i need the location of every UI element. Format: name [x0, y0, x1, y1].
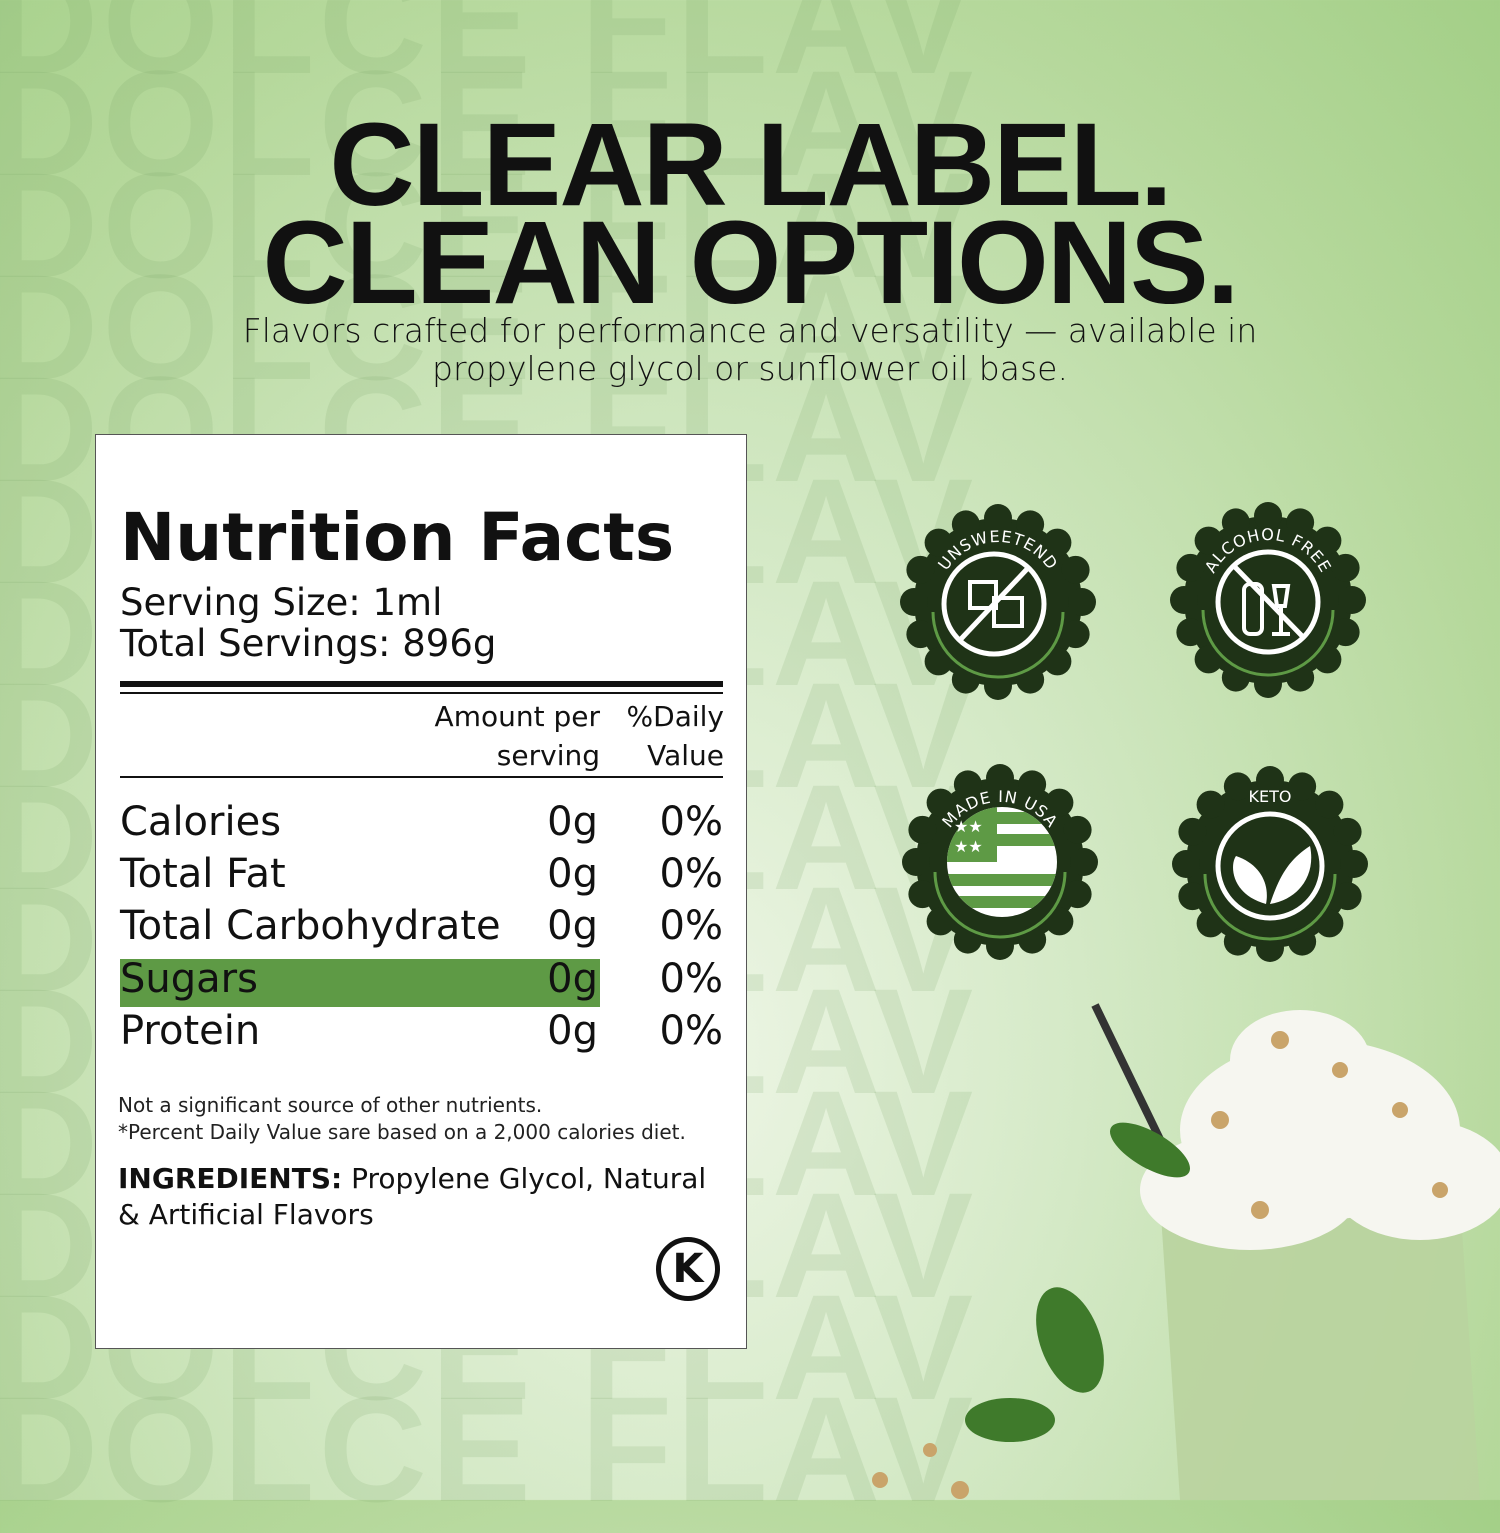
daily-value-header: %Daily Value: [626, 700, 724, 772]
kosher-icon: K: [656, 1237, 720, 1301]
subtitle-line-1: Flavors crafted for performance and vers…: [242, 311, 1258, 350]
nutrient-row: Protein 0g 0%: [120, 1008, 723, 1054]
scalloped-badge-shape: [1172, 766, 1368, 962]
amount-header: Amount per serving: [434, 700, 600, 772]
whipped-cream: [1140, 1010, 1500, 1250]
headline-line-1: CLEAR LABEL.: [329, 99, 1172, 231]
nutrition-facts-label: Nutrition Facts Serving Size: 1ml Total …: [95, 434, 747, 1349]
usa-flag-icon: ★★★★: [947, 807, 1057, 917]
divider: [120, 692, 723, 694]
badge-keto: KETO: [1172, 766, 1368, 962]
subtitle-line-2: propylene glycol or sunflower oil base.: [432, 349, 1068, 388]
nutrient-row: Total Fat 0g 0%: [120, 851, 723, 897]
no-alcohol-icon: [1215, 549, 1321, 655]
badge-alcohol-free: ALCOHOL FREE: [1170, 502, 1366, 698]
serving-size: Serving Size: 1ml: [120, 581, 443, 624]
nutrition-title: Nutrition Facts: [120, 499, 675, 576]
subtitle: Flavors crafted for performance and vers…: [0, 312, 1500, 388]
nutrient-row: Calories 0g 0%: [120, 799, 723, 845]
nut-topping: [872, 1031, 1448, 1499]
milkshake-photo: [872, 1003, 1500, 1500]
leaves-icon: [1215, 811, 1325, 921]
total-servings: Total Servings: 896g: [120, 622, 497, 665]
nutrient-row: Total Carbohydrate 0g 0%: [120, 903, 723, 949]
headline-line-2: CLEAN OPTIONS.: [262, 197, 1239, 329]
divider: [120, 776, 723, 778]
thick-divider: [120, 681, 723, 687]
footnote-daily-value: *Percent Daily Value sare based on a 2,0…: [118, 1120, 686, 1144]
badge-made-in-usa: MADE IN USA ★★★★: [902, 764, 1098, 960]
nutrient-row-sugars: Sugars 0g 0%: [120, 956, 723, 1002]
no-sugar-cubes-icon: [941, 551, 1047, 657]
glass: [1160, 1200, 1480, 1500]
sugars-highlight: [120, 959, 600, 1007]
mint-leaves: [965, 1122, 1190, 1442]
svg-text:★★★★: ★★★★: [954, 817, 983, 856]
footnote-nutrients: Not a significant source of other nutrie…: [118, 1093, 543, 1117]
badge-label: KETO: [1249, 787, 1292, 806]
ingredients: INGREDIENTS: Propylene Glycol, Natural &…: [118, 1162, 707, 1231]
badge-unsweetened: UNSWEETEND: [900, 504, 1096, 700]
